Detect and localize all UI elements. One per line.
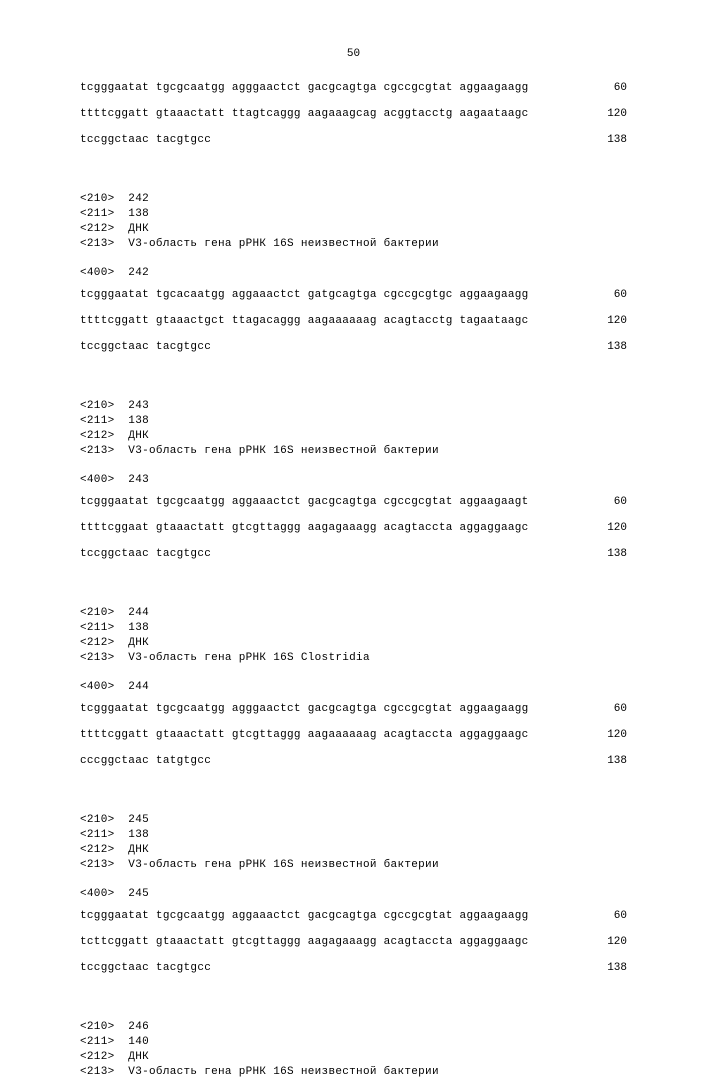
- metadata-line: <213> V3-область гена рРНК 16S неизвестн…: [80, 1065, 627, 1080]
- metadata-line: <210> 242: [80, 192, 627, 207]
- metadata-line: <212> ДНК: [80, 843, 627, 858]
- sequence-row: tcgggaatat tgcacaatgg aggaaactct gatgcag…: [80, 289, 627, 301]
- sequence-metadata: <210> 242<211> 138<212> ДНК<213> V3-обла…: [80, 192, 627, 281]
- spacer: [80, 160, 627, 174]
- metadata-line: <400> 242: [80, 266, 627, 281]
- sequence-text: tccggctaac tacgtgcc: [80, 341, 211, 353]
- sequence-row: tcgggaatat tgcgcaatgg aggaaactct gacgcag…: [80, 496, 627, 508]
- sequence-text: ttttcggatt gtaaactgct ttagacaggg aagaaaa…: [80, 315, 529, 327]
- sequence-row: tccggctaac tacgtgcc 138: [80, 548, 627, 560]
- sequence-position: 138: [597, 755, 627, 767]
- spacer: [80, 367, 627, 381]
- sequence-row: tccggctaac tacgtgcc 138: [80, 341, 627, 353]
- sequence-metadata: <210> 246<211> 140<212> ДНК<213> V3-обла…: [80, 1020, 627, 1079]
- sequence-metadata: <210> 244<211> 138<212> ДНК<213> V3-обла…: [80, 606, 627, 695]
- sequence-row: ttttcggatt gtaaactgct ttagacaggg aagaaaa…: [80, 315, 627, 327]
- page-number: 50: [80, 48, 627, 60]
- metadata-line: <212> ДНК: [80, 222, 627, 237]
- sequence-position: 120: [597, 108, 627, 120]
- sequence-text: cccggctaac tatgtgcc: [80, 755, 211, 767]
- metadata-line: <210> 243: [80, 399, 627, 414]
- metadata-line: <213> V3-область гена рРНК 16S неизвестн…: [80, 444, 627, 459]
- metadata-line: [80, 873, 627, 888]
- sequence-row: ttttcggatt gtaaactatt ttagtcaggg aagaaag…: [80, 108, 627, 120]
- metadata-line: <211> 138: [80, 621, 627, 636]
- sequence-row: tccggctaac tacgtgcc 138: [80, 962, 627, 974]
- metadata-line: <400> 245: [80, 887, 627, 902]
- sequence-text: ttttcggatt gtaaactatt gtcgttaggg aagaaaa…: [80, 729, 529, 741]
- metadata-line: [80, 251, 627, 266]
- spacer: [80, 988, 627, 1002]
- sequence-text: ttttcggatt gtaaactatt ttagtcaggg aagaaag…: [80, 108, 529, 120]
- sequence-position: 120: [597, 315, 627, 327]
- sequence-position: 120: [597, 936, 627, 948]
- sequence-row: cccggctaac tatgtgcc 138: [80, 755, 627, 767]
- metadata-line: <400> 244: [80, 680, 627, 695]
- sequence-text: ttttcggaat gtaaactatt gtcgttaggg aagagaa…: [80, 522, 529, 534]
- sequence-position: 60: [597, 82, 627, 94]
- spacer: [80, 781, 627, 795]
- sequence-text: tcgggaatat tgcacaatgg aggaaactct gatgcag…: [80, 289, 529, 301]
- sequence-row: tcgggaatat tgcgcaatgg agggaactct gacgcag…: [80, 703, 627, 715]
- sequence-position: 120: [597, 729, 627, 741]
- sequence-row: tcgggaatat tgcgcaatgg aggaaactct gacgcag…: [80, 910, 627, 922]
- metadata-line: <212> ДНК: [80, 429, 627, 444]
- sequence-position: 120: [597, 522, 627, 534]
- sequence-row: tcttcggatt gtaaactatt gtcgttaggg aagagaa…: [80, 936, 627, 948]
- sequence-metadata: <210> 245<211> 138<212> ДНК<213> V3-обла…: [80, 813, 627, 902]
- metadata-line: <213> V3-область гена рРНК 16S неизвестн…: [80, 858, 627, 873]
- sequence-row: tccggctaac tacgtgcc 138: [80, 134, 627, 146]
- metadata-line: [80, 666, 627, 681]
- sequence-text: tcgggaatat tgcgcaatgg agggaactct gacgcag…: [80, 82, 529, 94]
- metadata-line: <213> V3-область гена рРНК 16S Clostridi…: [80, 651, 627, 666]
- sequence-text: tccggctaac tacgtgcc: [80, 548, 211, 560]
- sequence-text: tccggctaac tacgtgcc: [80, 962, 211, 974]
- metadata-line: <211> 138: [80, 828, 627, 843]
- sequence-row: ttttcggatt gtaaactatt gtcgttaggg aagaaaa…: [80, 729, 627, 741]
- sequence-listing: tcgggaatat tgcgcaatgg agggaactct gacgcag…: [80, 82, 627, 1080]
- sequence-metadata: <210> 243<211> 138<212> ДНК<213> V3-обла…: [80, 399, 627, 488]
- sequence-position: 60: [597, 289, 627, 301]
- metadata-line: <211> 140: [80, 1035, 627, 1050]
- sequence-position: 138: [597, 341, 627, 353]
- sequence-text: tcttcggatt gtaaactatt gtcgttaggg aagagaa…: [80, 936, 529, 948]
- sequence-row: ttttcggaat gtaaactatt gtcgttaggg aagagaa…: [80, 522, 627, 534]
- sequence-row: tcgggaatat tgcgcaatgg agggaactct gacgcag…: [80, 82, 627, 94]
- sequence-text: tcgggaatat tgcgcaatgg aggaaactct gacgcag…: [80, 496, 529, 508]
- sequence-position: 138: [597, 134, 627, 146]
- metadata-line: <210> 246: [80, 1020, 627, 1035]
- sequence-text: tcgggaatat tgcgcaatgg agggaactct gacgcag…: [80, 703, 529, 715]
- metadata-line: <210> 245: [80, 813, 627, 828]
- metadata-line: <211> 138: [80, 414, 627, 429]
- sequence-text: tcgggaatat tgcgcaatgg aggaaactct gacgcag…: [80, 910, 529, 922]
- metadata-line: <211> 138: [80, 207, 627, 222]
- metadata-line: <212> ДНК: [80, 1050, 627, 1065]
- spacer: [80, 574, 627, 588]
- sequence-position: 138: [597, 962, 627, 974]
- sequence-position: 60: [597, 496, 627, 508]
- sequence-position: 138: [597, 548, 627, 560]
- sequence-position: 60: [597, 703, 627, 715]
- page-container: 50 tcgggaatat tgcgcaatgg agggaactct gacg…: [0, 0, 707, 1000]
- metadata-line: <213> V3-область гена рРНК 16S неизвестн…: [80, 237, 627, 252]
- sequence-text: tccggctaac tacgtgcc: [80, 134, 211, 146]
- metadata-line: <400> 243: [80, 473, 627, 488]
- metadata-line: <210> 244: [80, 606, 627, 621]
- sequence-position: 60: [597, 910, 627, 922]
- metadata-line: <212> ДНК: [80, 636, 627, 651]
- metadata-line: [80, 458, 627, 473]
